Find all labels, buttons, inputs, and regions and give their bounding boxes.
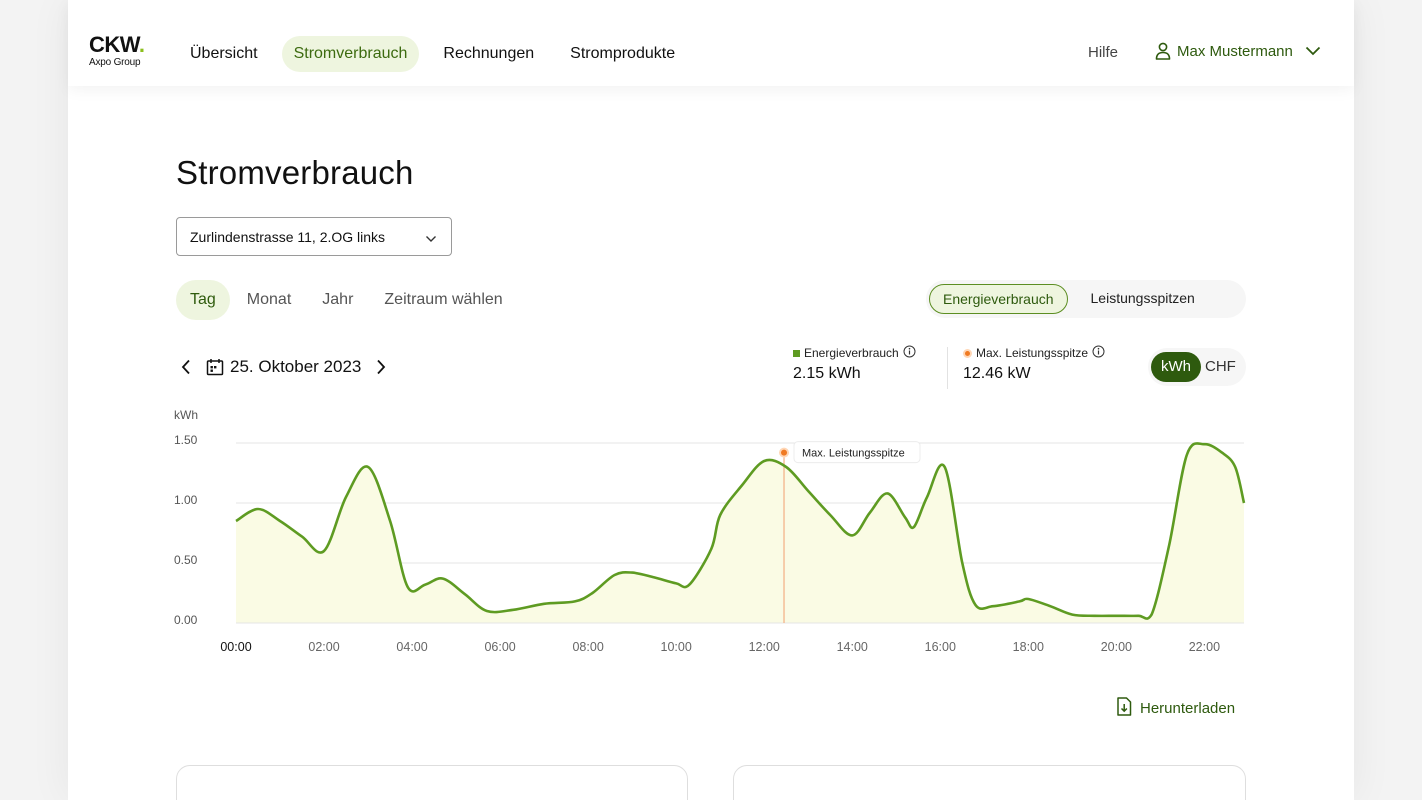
x-tick-label: 10:00 [661,640,692,654]
help-link[interactable]: Hilfe [1088,44,1119,61]
x-tick-label: 12:00 [749,640,780,654]
x-tick-label: 16:00 [925,640,956,654]
y-tick-label: 1.50 [174,433,198,447]
user-name: Max Mustermann [1177,42,1293,60]
address-select[interactable]: Zurlindenstrasse 11, 2.OG links [176,217,452,256]
logo-wordmark: CKW. [89,32,145,57]
summary-peak: Max. Leistungsspitze 12.46 kW [963,345,1105,383]
chevron-down-icon [1305,46,1321,56]
tab-monat[interactable]: Monat [246,291,292,308]
x-tick-label: 08:00 [572,640,603,654]
date-navigator: 25. Oktober 2023 [176,355,391,379]
x-tick-label: 22:00 [1189,640,1220,654]
yearly-card [733,765,1246,800]
summary-energy-value: 2.15 kWh [793,365,861,382]
tab-tag[interactable]: Tag [176,280,230,320]
nav-item-stromverbrauch[interactable]: Stromverbrauch [281,36,420,72]
main-nav: Übersicht Stromverbrauch Rechnungen Stro… [178,36,699,72]
series-line [235,442,1246,620]
y-axis-unit: kWh [174,408,198,422]
page-title: Stromverbrauch [176,154,414,191]
chevron-down-icon [425,230,437,246]
peak-dot-icon [963,348,972,358]
unit-chf[interactable]: CHF [1205,358,1236,375]
download-button[interactable]: Herunterladen [1116,697,1235,720]
y-tick-label: 1.00 [174,493,198,507]
tab-zeitraum[interactable]: Zeitraum wählen [384,291,503,308]
page-container: CKW. Axpo Group Übersicht Stromverbrauch… [68,0,1354,800]
chevron-left-icon[interactable] [176,355,196,379]
selected-date: 25. Oktober 2023 [230,357,362,376]
summary-energy: Energieverbrauch 2.15 kWh [793,345,916,383]
mode-leistungsspitzen[interactable]: Leistungsspitzen [1090,290,1195,306]
period-tabs: Tag Monat Jahr Zeitraum wählen [176,280,520,320]
nav-item-rechnungen[interactable]: Rechnungen [443,45,535,62]
unit-toggle: kWh CHF [1148,348,1246,386]
nav-item-uebersicht[interactable]: Übersicht [190,45,258,62]
user-menu[interactable]: Max Mustermann [1155,42,1321,60]
x-tick-label: 04:00 [396,640,427,654]
summary-peak-value: 12.46 kW [963,365,1031,382]
calendar-icon[interactable] [206,358,224,376]
download-label: Herunterladen [1140,700,1236,717]
summary-peak-label: Max. Leistungsspitze [976,346,1089,360]
ckw-logo[interactable]: CKW. Axpo Group [89,32,145,69]
legend-square-icon [793,349,800,357]
summary-energy-label: Energieverbrauch [804,346,899,360]
download-file-icon [1116,697,1132,720]
unit-kwh[interactable]: kWh [1151,352,1201,382]
summary-divider [947,347,948,389]
x-tick-label: 14:00 [837,640,868,654]
info-icon[interactable] [1092,345,1105,361]
x-tick-label: 18:00 [1013,640,1044,654]
mode-energieverbrauch[interactable]: Energieverbrauch [929,284,1068,314]
chevron-right-icon[interactable] [371,355,391,379]
x-tick-label: 00:00 [220,640,251,654]
logo-subtitle: Axpo Group [89,57,141,68]
monthly-card [176,765,688,800]
x-tick-label: 06:00 [484,640,515,654]
peak-marker-dot [781,449,788,456]
address-select-value: Zurlindenstrasse 11, 2.OG links [190,228,386,245]
peak-tooltip-label: Max. Leistungsspitze [802,448,905,460]
top-header: CKW. Axpo Group Übersicht Stromverbrauch… [68,0,1354,86]
tab-jahr[interactable]: Jahr [322,291,354,308]
series-area [236,443,1244,623]
nav-item-stromprodukte[interactable]: Stromprodukte [570,45,676,62]
mode-toggle: Energieverbrauch Leistungsspitzen [926,280,1246,318]
x-tick-label: 20:00 [1101,640,1132,654]
y-tick-label: 0.50 [174,553,198,567]
peak-tooltip-box [793,441,921,464]
consumption-chart: kWh 0.00 0.50 1.00 1.50 00:00 02:00 04:00 06:00 0… [174,408,1246,654]
info-icon[interactable] [903,345,916,361]
user-icon [1155,42,1171,60]
y-tick-label: 0.00 [174,613,198,627]
x-tick-label: 02:00 [308,640,339,654]
